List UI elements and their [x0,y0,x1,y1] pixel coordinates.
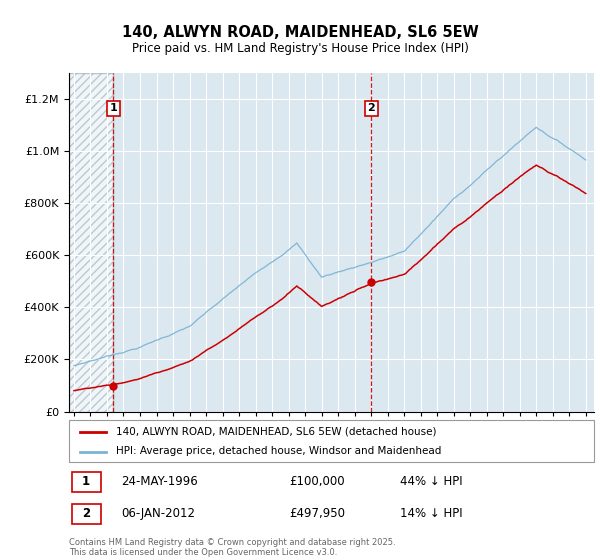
Text: 2: 2 [82,507,90,520]
Text: Price paid vs. HM Land Registry's House Price Index (HPI): Price paid vs. HM Land Registry's House … [131,42,469,55]
Text: £497,950: £497,950 [290,507,346,520]
Text: 24-MAY-1996: 24-MAY-1996 [121,475,198,488]
Text: 06-JAN-2012: 06-JAN-2012 [121,507,196,520]
Text: HPI: Average price, detached house, Windsor and Maidenhead: HPI: Average price, detached house, Wind… [116,446,442,456]
Text: £100,000: £100,000 [290,475,345,488]
Text: Contains HM Land Registry data © Crown copyright and database right 2025.
This d: Contains HM Land Registry data © Crown c… [69,538,395,557]
Text: 1: 1 [110,104,117,113]
Text: 2: 2 [368,104,376,113]
Text: 140, ALWYN ROAD, MAIDENHEAD, SL6 5EW: 140, ALWYN ROAD, MAIDENHEAD, SL6 5EW [122,25,478,40]
Bar [71,504,101,524]
Bar [71,472,101,492]
Text: 14% ↓ HPI: 14% ↓ HPI [400,507,463,520]
Text: 44% ↓ HPI: 44% ↓ HPI [400,475,463,488]
Text: 140, ALWYN ROAD, MAIDENHEAD, SL6 5EW (detached house): 140, ALWYN ROAD, MAIDENHEAD, SL6 5EW (de… [116,427,437,437]
Bar [69,73,113,412]
Text: 1: 1 [82,475,90,488]
